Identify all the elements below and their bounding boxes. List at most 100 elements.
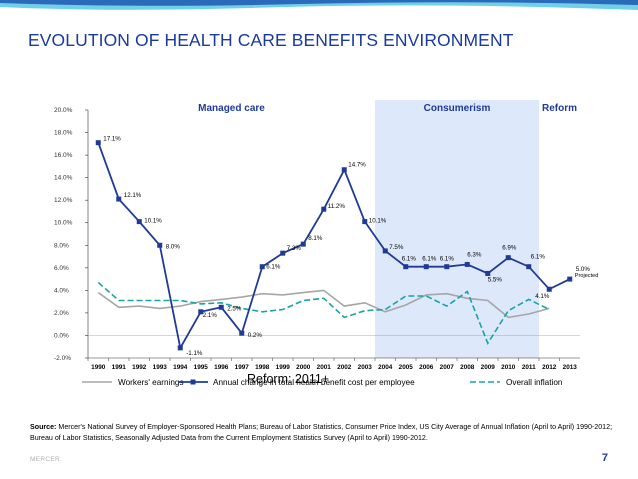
header-band xyxy=(0,0,638,10)
page-number: 7 xyxy=(601,452,608,464)
legend-label-workers-earnings: Workers' earnings xyxy=(118,378,184,387)
data-label: 14.7% xyxy=(348,162,366,169)
y-tick-label: 20.0% xyxy=(54,107,73,114)
x-tick-label: 2004 xyxy=(378,364,393,371)
data-label: 2.5% xyxy=(227,305,242,312)
series-line-health-benefit-cost xyxy=(97,142,571,351)
x-tick-label: 1998 xyxy=(255,364,270,371)
source-label: Source: xyxy=(30,423,57,431)
series-marker-health-benefit-cost xyxy=(362,219,368,225)
series-marker-health-benefit-cost xyxy=(136,219,142,225)
series-marker-health-benefit-cost xyxy=(239,330,245,336)
x-tick-label: 2009 xyxy=(481,364,496,371)
data-label: -1.1% xyxy=(186,350,203,357)
series-line-overall-inflation xyxy=(97,281,550,346)
source-text: Mercer's National Survey of Employer-Spo… xyxy=(30,423,613,442)
series-marker-health-benefit-cost xyxy=(300,241,306,247)
data-label: 6.1% xyxy=(531,254,546,261)
series-marker-health-benefit-cost xyxy=(259,264,265,270)
series-marker-health-benefit-cost xyxy=(116,196,122,202)
series-line-workers-earnings xyxy=(97,289,550,319)
x-tick-label: 1994 xyxy=(173,364,188,371)
series-marker-health-benefit-cost xyxy=(403,264,409,270)
data-label: 7.5% xyxy=(389,244,404,251)
data-label: 8.1% xyxy=(308,235,323,242)
y-tick-label: 0.0% xyxy=(54,332,69,339)
data-label: 17.1% xyxy=(103,136,121,143)
series-marker-health-benefit-cost xyxy=(280,250,286,256)
x-tick-label: 1996 xyxy=(214,364,229,371)
data-label: 6.1% xyxy=(422,256,437,263)
series-marker-health-benefit-cost xyxy=(95,140,101,146)
series-marker-health-benefit-cost xyxy=(321,206,327,212)
data-label: 6.9% xyxy=(502,245,517,252)
x-tick-label: 1992 xyxy=(132,364,147,371)
series-marker-health-benefit-cost xyxy=(423,264,429,270)
legend-label-overall-inflation: Overall inflation xyxy=(506,378,563,387)
series-marker-health-benefit-cost xyxy=(505,255,511,261)
data-label: 2.1% xyxy=(203,312,218,319)
projected-annotation: Projected xyxy=(575,273,599,279)
series-marker-health-benefit-cost xyxy=(526,264,532,270)
x-tick-label: 1997 xyxy=(235,364,250,371)
slide-title: EVOLUTION OF HEALTH CARE BENEFITS ENVIRO… xyxy=(28,30,514,50)
y-tick-label: 16.0% xyxy=(54,152,73,159)
x-tick-label: 2005 xyxy=(399,364,414,371)
era-label-consumerism: Consumerism xyxy=(424,103,491,114)
series-marker-health-benefit-cost xyxy=(546,286,552,292)
x-tick-label: 1993 xyxy=(153,364,168,371)
x-tick-label: 2000 xyxy=(296,364,311,371)
x-tick-label: 2002 xyxy=(337,364,352,371)
data-label: 0.2% xyxy=(248,332,263,339)
data-label: 10.1% xyxy=(369,218,387,225)
x-tick-label: 2012 xyxy=(542,364,557,371)
series-marker-health-benefit-cost xyxy=(218,304,224,310)
x-tick-label: 2007 xyxy=(440,364,455,371)
era-highlight-consumerism xyxy=(375,100,539,358)
data-label: 7.3% xyxy=(287,245,302,252)
series-marker-health-benefit-cost xyxy=(341,167,347,173)
series-marker-health-benefit-cost xyxy=(464,261,470,267)
footer-brand: MERCER xyxy=(30,456,60,463)
era-label-reform: Reform xyxy=(542,103,577,114)
data-label: 6.3% xyxy=(467,251,482,258)
data-label: 12.1% xyxy=(124,192,142,199)
data-label: 5.0% xyxy=(576,266,591,273)
x-tick-label: 1991 xyxy=(112,364,127,371)
series-marker-health-benefit-cost xyxy=(198,309,204,315)
series-marker-health-benefit-cost xyxy=(177,345,183,351)
data-label: 6.1% xyxy=(266,264,281,271)
x-tick-label: 2001 xyxy=(317,364,332,371)
legend-label-health-benefit-cost: Annual change in total health benefit co… xyxy=(213,378,415,387)
data-label: 11.2% xyxy=(328,203,346,210)
y-tick-label: -2.0% xyxy=(54,355,71,362)
data-label: 10.1% xyxy=(144,218,162,225)
y-tick-label: 2.0% xyxy=(54,310,69,317)
y-tick-label: 6.0% xyxy=(54,265,69,272)
legend-marker-health-benefit-cost xyxy=(190,379,196,385)
x-tick-label: 1999 xyxy=(276,364,291,371)
series-marker-health-benefit-cost xyxy=(382,248,388,254)
x-tick-label: 2010 xyxy=(501,364,516,371)
y-tick-label: 8.0% xyxy=(54,242,69,249)
series-marker-health-benefit-cost xyxy=(485,270,491,276)
header-band-primary xyxy=(0,0,638,6)
y-tick-label: 4.0% xyxy=(54,287,69,294)
y-tick-label: 14.0% xyxy=(54,175,73,182)
series-marker-health-benefit-cost xyxy=(567,276,573,282)
y-tick-label: 12.0% xyxy=(54,197,73,204)
x-tick-label: 2011 xyxy=(522,364,536,371)
data-label: 5.5% xyxy=(488,276,503,283)
x-tick-label: 2003 xyxy=(358,364,373,371)
series-marker-health-benefit-cost xyxy=(444,264,450,270)
y-tick-label: 10.0% xyxy=(54,220,73,227)
x-tick-label: 2013 xyxy=(563,364,578,371)
data-label: 6.1% xyxy=(402,256,417,263)
data-label: 6.1% xyxy=(440,256,455,263)
data-label: 8.0% xyxy=(166,243,181,250)
x-tick-label: 2008 xyxy=(460,364,475,371)
data-label: 4.1% xyxy=(535,293,550,300)
x-tick-label: 1990 xyxy=(91,364,106,371)
x-tick-label: 1995 xyxy=(194,364,209,371)
